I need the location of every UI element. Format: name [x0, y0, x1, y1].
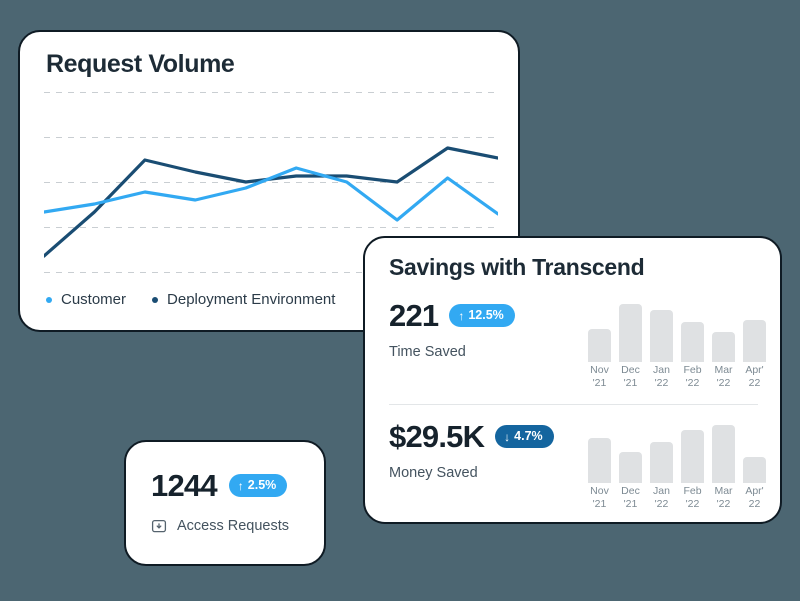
bar [712, 332, 735, 362]
request-volume-card[interactable]: Request Volume Customer [18, 30, 520, 332]
axis-tick-line: '22 [716, 498, 731, 511]
axis-tick-line: '22 [716, 377, 731, 390]
money-saved-trend-badge: ↓ 4.7% [495, 425, 554, 448]
money-saved-axis-labels: Nov '21 Dec '21 Jan '22 Feb '22 Mar '22 Apr' 22 [588, 485, 766, 511]
axis-tick-line: '22 [685, 377, 700, 390]
axis-tick-line: Feb [683, 364, 702, 376]
axis-tick-line: 22 [748, 377, 761, 390]
arrow-up-icon: ↑ [458, 308, 465, 323]
axis-tick-line: Apr' [745, 364, 764, 376]
axis-tick-line: '22 [654, 377, 669, 390]
axis-tick-line: '22 [654, 498, 669, 511]
request-volume-line-chart [44, 92, 498, 292]
request-volume-title: Request Volume [46, 50, 235, 78]
time-saved-caption: Time Saved [389, 344, 466, 360]
bar [712, 425, 735, 483]
legend-dot-icon [46, 296, 52, 303]
bar [588, 438, 611, 483]
legend-label-customer: Customer [61, 291, 127, 308]
access-requests-trend-badge: ↑ 2.5% [228, 474, 288, 497]
time-saved-axis-labels: Nov '21 Dec '21 Jan '22 Feb '22 Mar '22 Apr' 22 [588, 364, 766, 390]
series-line-customer [44, 166, 498, 222]
axis-tick-line: Jan [653, 364, 670, 376]
axis-tick-line: Dec [621, 485, 640, 497]
axis-tick-line: Apr' [745, 485, 764, 497]
axis-tick-label: Jan '22 [650, 485, 673, 511]
time-saved-bar-chart: Nov '21 Dec '21 Jan '22 Feb '22 Mar '22 Apr' 22 [588, 300, 766, 408]
axis-tick-label: Dec '21 [619, 364, 642, 390]
time-saved-trend-value: 12.5% [468, 308, 504, 323]
access-requests-value: 1244 [151, 468, 218, 503]
bar [743, 457, 766, 483]
axis-tick-label: Apr' 22 [743, 485, 766, 511]
money-saved-bar-chart: Nov '21 Dec '21 Jan '22 Feb '22 Mar '22 Apr' 22 [588, 421, 766, 529]
money-saved-bars-group [588, 421, 766, 483]
axis-tick-line: '21 [592, 377, 607, 390]
arrow-down-icon: ↓ [504, 429, 511, 444]
time-saved-value: 221 [389, 298, 439, 333]
access-requests-trend-value: 2.5% [247, 478, 277, 493]
legend-label-deployment-environment: Deployment Environment [167, 291, 336, 308]
axis-tick-label: Apr' 22 [743, 364, 766, 390]
axis-tick-line: Feb [683, 485, 702, 497]
time-saved-row: 221 ↑ 12.5% Time Saved Nov '21 Dec '21 Jan '2… [365, 300, 780, 420]
money-saved-value: $29.5K [389, 419, 485, 454]
legend-dot-icon [152, 296, 159, 303]
savings-card[interactable]: Savings with Transcend 221 ↑ 12.5% Time … [363, 236, 782, 524]
axis-tick-line: '21 [623, 377, 638, 390]
access-requests-caption: Access Requests [177, 518, 290, 534]
axis-tick-line: Mar [714, 364, 733, 376]
time-saved-bars-group [588, 300, 766, 362]
axis-tick-line: '21 [623, 498, 638, 511]
axis-tick-line: Mar [714, 485, 733, 497]
line-chart-svg [44, 92, 498, 273]
axis-tick-line: Nov [590, 364, 609, 376]
arrow-up-icon: ↑ [237, 478, 244, 493]
legend-item-deployment-environment[interactable]: Deployment Environment [152, 291, 335, 308]
money-saved-row: $29.5K ↓ 4.7% Money Saved Nov '21 Dec '21 Ja… [365, 421, 780, 541]
axis-tick-label: Feb '22 [681, 364, 704, 390]
axis-tick-label: Nov '21 [588, 485, 611, 511]
access-requests-card[interactable]: 1244 ↑ 2.5% Access Requests [124, 440, 326, 566]
bar [619, 304, 642, 362]
request-volume-legend: Customer Deployment Environment [46, 291, 335, 308]
bar [650, 442, 673, 483]
bar [681, 322, 704, 362]
axis-tick-label: Nov '21 [588, 364, 611, 390]
bar [743, 320, 766, 362]
axis-tick-label: Dec '21 [619, 485, 642, 511]
bar [588, 329, 611, 362]
bar [681, 430, 704, 483]
access-requests-caption-row: Access Requests [151, 518, 289, 534]
bar [650, 310, 673, 362]
money-saved-caption: Money Saved [389, 465, 478, 481]
money-saved-metric: $29.5K ↓ 4.7% Money Saved [365, 421, 580, 481]
savings-title: Savings with Transcend [389, 254, 645, 280]
axis-tick-label: Feb '22 [681, 485, 704, 511]
bar [619, 452, 642, 483]
legend-item-customer[interactable]: Customer [46, 291, 126, 308]
savings-divider [389, 404, 758, 405]
axis-tick-line: Nov [590, 485, 609, 497]
time-saved-value-row: 221 ↑ 12.5% [389, 300, 580, 331]
money-saved-value-row: $29.5K ↓ 4.7% [389, 421, 580, 452]
axis-tick-label: Mar '22 [712, 485, 735, 511]
time-saved-trend-badge: ↑ 12.5% [449, 304, 515, 327]
axis-tick-line: 22 [748, 498, 761, 511]
time-saved-metric: 221 ↑ 12.5% Time Saved [365, 300, 580, 360]
axis-tick-line: '21 [592, 498, 607, 511]
axis-tick-label: Mar '22 [712, 364, 735, 390]
axis-tick-line: Jan [653, 485, 670, 497]
axis-tick-line: Dec [621, 364, 640, 376]
axis-tick-label: Jan '22 [650, 364, 673, 390]
axis-tick-line: '22 [685, 498, 700, 511]
access-requests-value-row: 1244 ↑ 2.5% [151, 468, 288, 503]
chart-gridlines [44, 92, 498, 273]
money-saved-trend-value: 4.7% [514, 429, 543, 444]
file-download-icon [151, 518, 167, 534]
